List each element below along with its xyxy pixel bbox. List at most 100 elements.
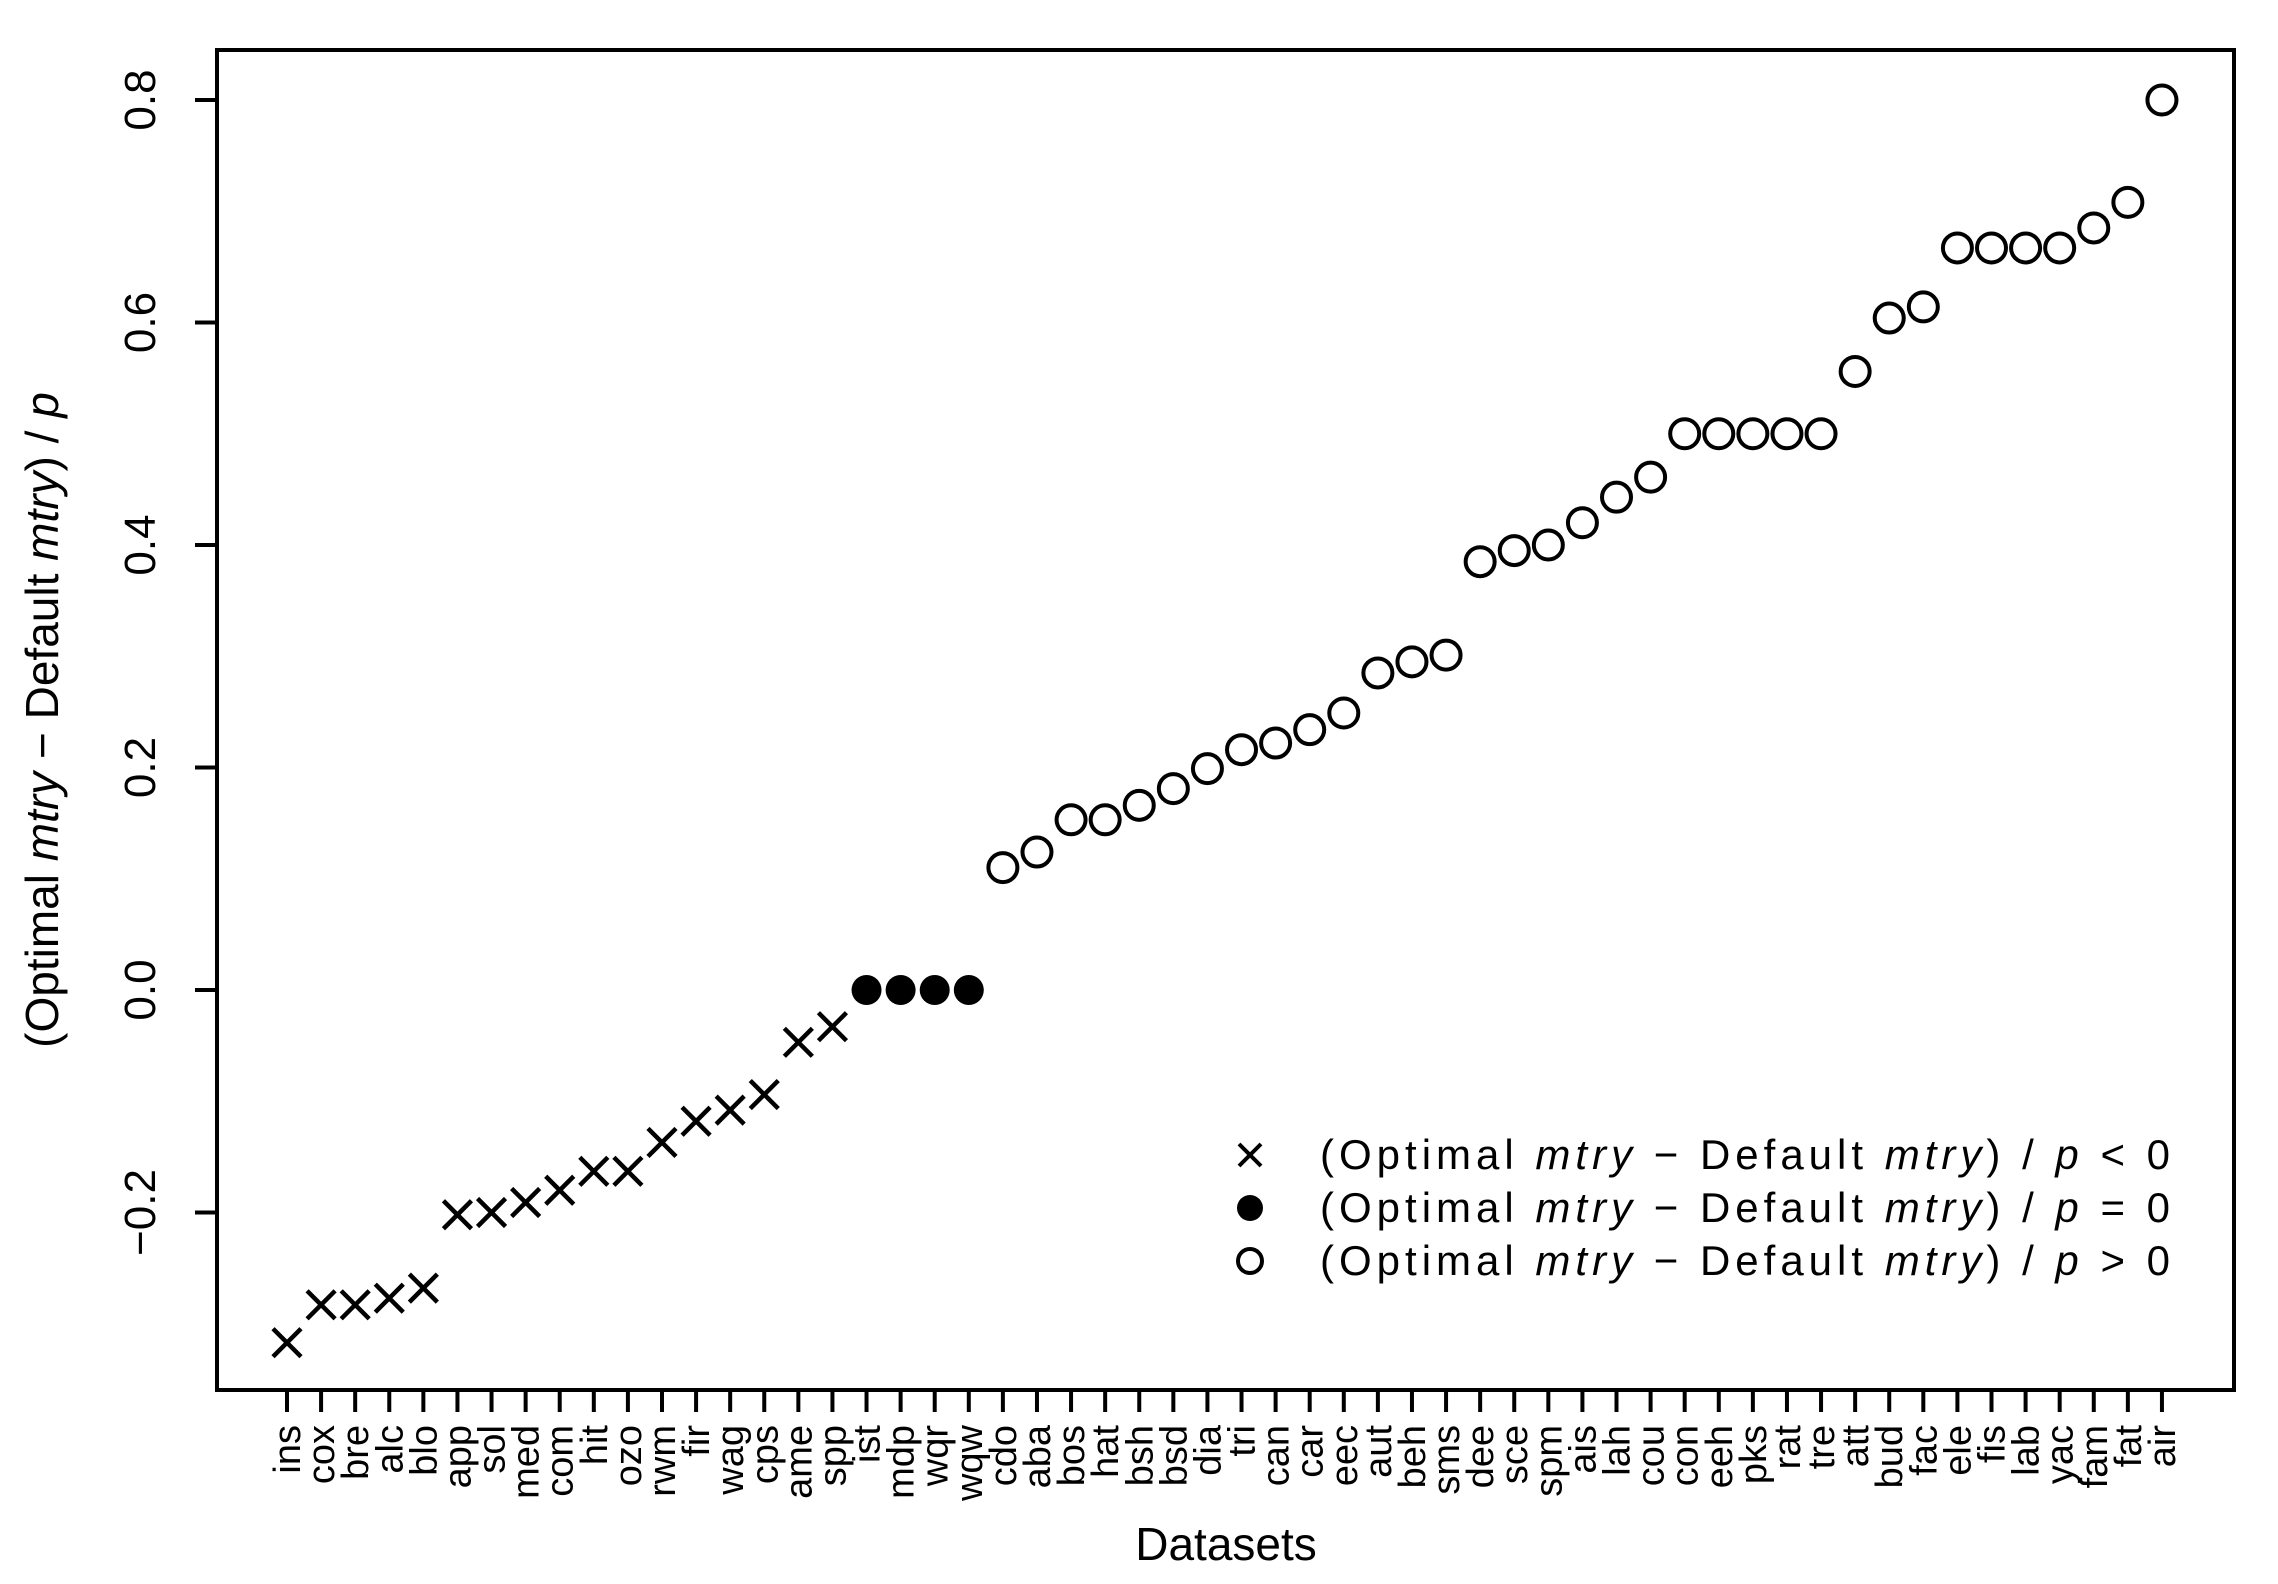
open-circle-icon <box>2077 211 2111 245</box>
open-circle-icon <box>1361 656 1395 690</box>
x-tick-label-con: con <box>1665 1425 1707 1486</box>
x-tick-label-cdo: cdo <box>983 1425 1025 1486</box>
data-point-mdp <box>885 975 916 1005</box>
cross-icon <box>407 1272 439 1304</box>
x-tick-label-mdp: mdp <box>881 1425 923 1499</box>
cross-icon <box>271 1327 303 1359</box>
filled-circle-icon <box>919 975 950 1005</box>
x-tick-label-spp: spp <box>812 1425 854 1486</box>
filled-circle-icon <box>851 975 882 1005</box>
x-tick-label-yac: yac <box>2040 1425 2082 1484</box>
x-tick-label-alc: alc <box>369 1425 411 1474</box>
cross-icon <box>1237 1142 1263 1168</box>
data-point-rat <box>1770 417 1804 451</box>
x-tick-label-cox: cox <box>301 1425 343 1484</box>
y-tick-label: 0.2 <box>116 737 165 798</box>
data-point-tri <box>1225 733 1259 767</box>
x-tick-label-fat: fat <box>2108 1425 2150 1468</box>
legend-label: (Optimal mtry − Default mtry) / p > 0 <box>1320 1237 2170 1284</box>
data-point-bsh <box>1122 788 1156 822</box>
data-point-sms <box>1429 638 1463 672</box>
x-tick-label-bsh: bsh <box>1119 1425 1161 1486</box>
cross-icon <box>748 1078 780 1111</box>
data-point-bsd <box>1156 772 1190 806</box>
data-point-can <box>1259 726 1293 760</box>
open-circle-icon <box>1975 231 2008 265</box>
x-tick-label-sce: sce <box>1494 1425 1536 1484</box>
data-point-ozo <box>612 1155 644 1187</box>
open-circle-icon <box>2145 83 2179 117</box>
y-tick-label: 0.8 <box>116 69 165 130</box>
open-circle-icon <box>1770 417 1804 451</box>
filled-circle-icon <box>885 975 916 1005</box>
data-point-ist <box>851 975 882 1005</box>
data-point-lah <box>1600 480 1634 514</box>
data-point-ais <box>1565 506 1599 540</box>
x-tick-label-ele: ele <box>1937 1425 1979 1476</box>
x-tick-label-rwm: rwm <box>642 1425 684 1497</box>
data-point-bud <box>1872 301 1906 335</box>
data-point-air <box>2145 83 2179 117</box>
x-tick-label-fir: fir <box>676 1425 718 1457</box>
x-tick-label-lah: lah <box>1597 1425 1639 1476</box>
x-tick-label-air: air <box>2142 1425 2184 1468</box>
open-circle-icon <box>1702 417 1736 451</box>
data-point-alc <box>373 1282 405 1314</box>
data-point-fis <box>1975 231 2008 265</box>
data-point-beh <box>1395 645 1429 679</box>
x-axis-title: Datasets <box>1135 1518 1317 1570</box>
x-axis: inscoxbrealcbloappsolmedcomhitozorwmfirw… <box>267 1390 2184 1502</box>
legend-item: (Optimal mtry − Default mtry) / p < 0 <box>1237 1131 2170 1178</box>
open-circle-icon <box>1906 290 1940 324</box>
data-point-spm <box>1531 528 1565 562</box>
data-point-wqr <box>919 975 950 1005</box>
x-tick-label-hat: hat <box>1085 1425 1127 1478</box>
open-circle-icon <box>1054 803 1088 837</box>
x-tick-label-com: com <box>540 1425 582 1497</box>
data-point-wqw <box>953 975 984 1005</box>
legend-label: (Optimal mtry − Default mtry) / p < 0 <box>1320 1131 2170 1178</box>
data-point-rwm <box>646 1126 678 1159</box>
open-circle-icon <box>1236 1247 1264 1275</box>
open-circle-icon <box>1327 696 1361 730</box>
y-axis-title: (Optimal mtry − Default mtry) / p <box>16 392 68 1048</box>
x-tick-label-fac: fac <box>1903 1425 1945 1476</box>
cross-icon <box>782 1026 814 1058</box>
open-circle-icon <box>1122 788 1156 822</box>
data-point-cox <box>305 1289 337 1321</box>
open-circle-icon <box>1463 545 1497 579</box>
legend-label: (Optimal mtry − Default mtry) / p = 0 <box>1320 1184 2170 1231</box>
open-circle-icon <box>1395 645 1429 679</box>
x-tick-label-ins: ins <box>267 1425 309 1474</box>
data-point-sce <box>1497 534 1531 568</box>
data-point-car <box>1293 713 1327 747</box>
data-point-bre <box>339 1289 371 1321</box>
x-tick-label-aba: aba <box>1017 1424 1059 1488</box>
cross-icon <box>441 1199 474 1231</box>
x-tick-label-att: att <box>1835 1425 1877 1468</box>
y-tick-label: 0.6 <box>116 292 165 353</box>
data-points <box>271 83 2179 1359</box>
data-point-aba <box>1020 835 1054 869</box>
data-point-com <box>544 1174 576 1206</box>
filled-circle-icon <box>1237 1195 1263 1221</box>
x-tick-label-bos: bos <box>1051 1425 1093 1486</box>
data-point-ame <box>782 1026 814 1058</box>
x-tick-label-sms: sms <box>1426 1425 1468 1495</box>
x-tick-label-fis: fis <box>1972 1425 2014 1463</box>
open-circle-icon <box>1940 231 1974 265</box>
open-circle-icon <box>2043 231 2077 265</box>
open-circle-icon <box>986 851 1020 885</box>
x-tick-label-can: can <box>1256 1425 1298 1486</box>
open-circle-icon <box>1838 354 1872 388</box>
cross-icon <box>578 1155 610 1187</box>
data-point-eec <box>1327 696 1361 730</box>
x-tick-label-eec: eec <box>1324 1425 1366 1486</box>
open-circle-icon <box>1668 417 1702 451</box>
data-point-fam <box>2077 211 2111 245</box>
x-tick-label-dia: dia <box>1187 1424 1229 1476</box>
x-tick-label-car: car <box>1290 1425 1332 1478</box>
cross-icon <box>373 1282 405 1314</box>
data-point-lab <box>2009 231 2043 265</box>
